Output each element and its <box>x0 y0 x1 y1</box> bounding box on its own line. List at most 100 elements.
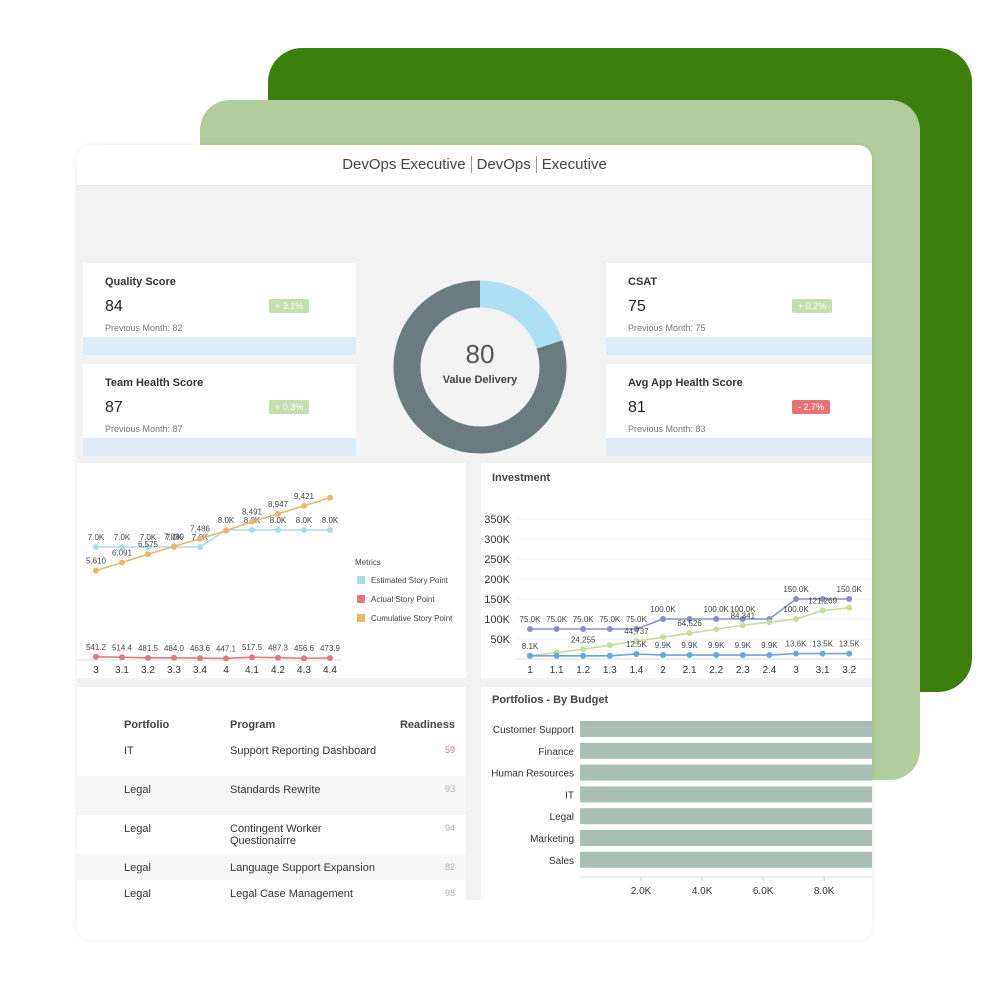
value-label: 75.0K <box>546 615 568 624</box>
kpi-value: 81 <box>628 399 646 416</box>
point <box>553 652 560 659</box>
table-row <box>77 737 466 777</box>
point <box>819 607 826 614</box>
value-label: 8.1K <box>522 642 539 651</box>
point <box>197 655 203 662</box>
cell: Contingent Worker Questionairre <box>230 823 322 847</box>
column-header: Portfolio <box>124 719 170 731</box>
value-label: 100.0K <box>704 605 730 614</box>
column-header: Readiness <box>399 719 455 731</box>
cell: IT <box>124 745 134 757</box>
dashboard: DevOps Executive DevOps Executive Quality … <box>77 145 872 940</box>
point <box>846 596 853 602</box>
point <box>633 626 640 632</box>
bar <box>580 721 872 737</box>
point <box>527 652 533 659</box>
point <box>301 527 307 533</box>
column-header: Program <box>230 719 276 731</box>
investment-chart: Investment 50K 100K 150K 200K 250K 300K 350K 1 1.… <box>484 472 872 676</box>
point <box>223 655 229 662</box>
story-chart: 3 3.1 3.2 3.3 3.4 4 4.1 4.2 4.3 4.4 7.0K 7.0K 7.0K 7.… <box>77 492 453 676</box>
table-row <box>77 776 466 816</box>
breadcrumb[interactable]: Executive <box>535 156 607 173</box>
point <box>145 654 151 661</box>
point <box>580 652 587 659</box>
value-label: 8,947 <box>268 500 289 509</box>
y-tick-label: 350K <box>484 514 510 526</box>
legend-label: Cumulative Story Point <box>371 614 453 623</box>
point <box>327 527 333 533</box>
breadcrumb[interactable]: DevOps Executive <box>342 156 466 173</box>
cell: Legal Case Management <box>230 888 353 900</box>
point <box>119 544 125 550</box>
kpi-sparkline <box>83 438 356 456</box>
value-label: 9.9K <box>735 641 752 650</box>
value-label: 7.0K <box>88 533 105 542</box>
value-label: 8,491 <box>242 508 263 517</box>
value-label: 12.5K <box>626 640 648 649</box>
chart-title: Investment <box>492 472 550 484</box>
point <box>119 654 125 661</box>
x-tick-label: 1.1 <box>550 665 564 676</box>
point <box>660 634 666 641</box>
value-label: 9.9K <box>708 641 725 650</box>
kpi-previous: Previous Month: 75 <box>628 323 706 333</box>
value-label: 9,421 <box>294 492 315 501</box>
kpi-card: Quality Score 84 Previous Month: 82 + 3.1% <box>83 263 356 355</box>
value-label: 121,269 <box>808 596 837 605</box>
point <box>793 616 799 622</box>
value-label: 8.0K <box>270 516 287 525</box>
x-tick-label: 4.0K <box>692 886 713 897</box>
budget-chart: Portfolios - By Budget Customer Support Fi… <box>491 694 872 897</box>
table-row <box>77 880 466 900</box>
kpi-value: 84 <box>105 298 123 315</box>
value-label: 6,575 <box>138 540 159 549</box>
point <box>171 543 177 550</box>
value-label: 484.0 <box>164 644 185 653</box>
x-tick-label: 4 <box>223 665 229 676</box>
x-tick-label: 3.2 <box>842 665 856 676</box>
kpi-value: 87 <box>105 399 123 416</box>
value-label: 8.0K <box>322 516 339 525</box>
value-label: 7,486 <box>190 525 211 534</box>
legend-swatch <box>357 576 365 584</box>
x-tick-label: 1 <box>527 665 533 676</box>
value-label: 150.0K <box>837 585 863 594</box>
value-label: 84,341 <box>731 611 756 620</box>
point <box>93 544 99 550</box>
value-label: 517.5 <box>242 643 263 652</box>
kpi-previous: Previous Month: 82 <box>105 323 183 333</box>
bar <box>580 851 872 868</box>
point <box>660 616 666 622</box>
table-row <box>77 815 466 855</box>
point <box>846 604 853 611</box>
donut-rest <box>479 280 563 350</box>
breadcrumb[interactable]: DevOps <box>470 156 531 173</box>
value-label: 6,091 <box>112 548 133 557</box>
point <box>249 527 255 533</box>
value-label: 13.5K <box>812 640 834 649</box>
value-label: 100.0K <box>730 605 756 614</box>
kpi-previous: Previous Month: 87 <box>105 424 183 434</box>
x-tick-label: 4.1 <box>245 665 259 676</box>
point <box>819 596 826 602</box>
cell: Support Reporting Dashboard <box>230 745 377 757</box>
value-label: 75.0K <box>626 615 648 624</box>
value-label: 514.4 <box>112 643 133 652</box>
point <box>275 527 281 533</box>
investment-panel: Investment 50K 100K 150K 200K 250K 300K 350K 1 1.… <box>481 463 872 678</box>
kpi-change: + 3.1% <box>269 299 310 313</box>
point <box>633 638 640 645</box>
y-tick-label: Finance <box>538 747 574 758</box>
value-label: 9.9K <box>761 641 778 650</box>
point <box>686 616 693 622</box>
y-tick-label: Legal <box>550 812 574 823</box>
point <box>301 655 307 662</box>
y-tick-label: 100K <box>484 614 510 626</box>
legend-label: Actual Story Point <box>371 595 435 604</box>
point <box>633 651 640 657</box>
kpi-sparkline <box>606 337 872 355</box>
value-label: 75.0K <box>573 615 595 624</box>
y-tick-label: Customer Support <box>493 725 574 736</box>
value-label: 8.0K <box>218 516 235 525</box>
